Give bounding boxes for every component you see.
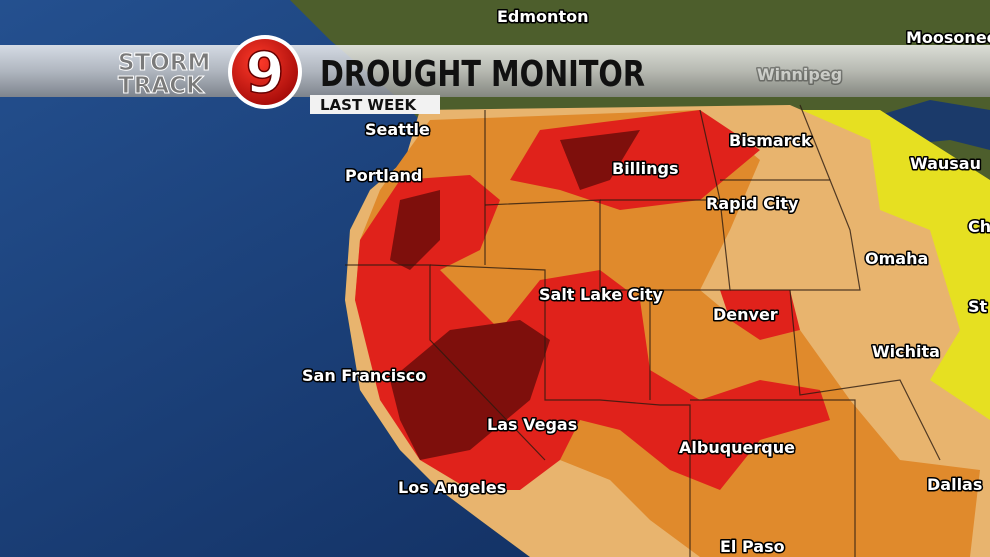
city-labels: Edmonton Moosonee Winnipeg Seattle Portl…: [301, 6, 990, 557]
state-line: [789, 289, 941, 461]
city-label: Ch: [968, 217, 990, 236]
logo-number: 9: [246, 41, 285, 106]
city-label: Billings: [612, 159, 679, 178]
city-label: Wichita: [872, 342, 940, 361]
city-label: Los Angeles: [398, 478, 506, 497]
subtitle-bar: [310, 95, 440, 114]
city-label: Albuquerque: [679, 438, 795, 457]
state-lines: [345, 104, 941, 557]
city-label: Edmonton: [497, 7, 588, 26]
city-label: Las Vegas: [487, 415, 577, 434]
state-line: [799, 104, 831, 181]
city-label: Salt Lake City: [539, 285, 664, 304]
title: DROUGHT MONITOR: [320, 54, 645, 95]
city-label: Portland: [345, 166, 422, 185]
city-label: Bismarck: [729, 131, 812, 150]
drought-exceptional: [390, 320, 550, 460]
drought-extreme: [510, 110, 760, 210]
city-label: Dallas: [927, 475, 982, 494]
city-label: St: [968, 297, 988, 316]
banner: STORM TRACK 9 DROUGHT MONITOR LAST WEEK: [0, 35, 990, 114]
city-label: Rapid City: [706, 194, 799, 213]
city-label: Denver: [713, 305, 778, 324]
state-line: [690, 399, 856, 557]
state-line: [699, 109, 721, 201]
state-line: [484, 199, 651, 400]
subtitle: LAST WEEK: [320, 96, 417, 114]
state-line: [600, 199, 731, 291]
city-label: Seattle: [365, 120, 430, 139]
city-label: Moosonee: [906, 28, 990, 47]
drought-exceptional: [390, 190, 440, 270]
banner-bar: [0, 45, 990, 97]
drought-exceptional: [560, 130, 640, 190]
drought-extreme: [720, 290, 800, 340]
city-label: San Francisco: [302, 366, 426, 385]
city-label: Omaha: [865, 249, 928, 268]
logo-badge: [232, 39, 298, 105]
city-label: Winnipeg: [757, 65, 842, 84]
city-label: Wausau: [910, 154, 981, 173]
logo-text: TRACK: [118, 73, 205, 99]
state-line: [720, 179, 861, 291]
state-line: [345, 264, 546, 461]
state-line: [429, 264, 691, 557]
logo-text: STORM: [118, 50, 210, 76]
city-label: El Paso: [720, 537, 785, 556]
